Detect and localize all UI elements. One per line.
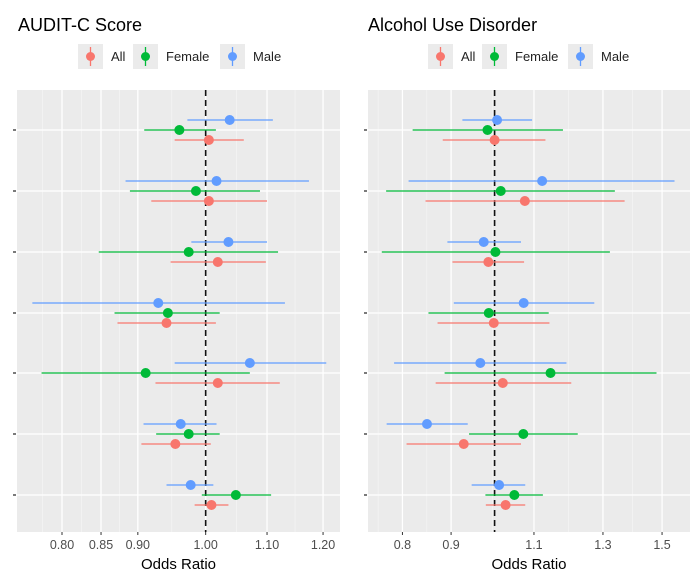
x-tick-label: 0.85 xyxy=(89,538,113,552)
estimate-point xyxy=(497,378,508,388)
series-male xyxy=(386,115,675,490)
legend-key-point xyxy=(436,52,445,61)
estimate-point xyxy=(488,318,499,328)
series-all xyxy=(117,135,280,510)
x-tick-label: 0.90 xyxy=(126,538,150,552)
estimate-point xyxy=(161,318,172,328)
estimate-point xyxy=(223,237,234,247)
estimate-point xyxy=(545,368,556,378)
x-tick-label: 1.00 xyxy=(193,538,217,552)
legend-key-point xyxy=(86,52,95,61)
estimate-point xyxy=(140,368,151,378)
series-female xyxy=(41,125,279,500)
estimate-point xyxy=(495,186,506,196)
panel-aud: Alcohol Use Disorder All Female Male 0.8 0.9 1… xyxy=(364,15,690,573)
x-tick-label: 0.8 xyxy=(394,538,411,552)
legend-key-point xyxy=(228,52,237,61)
estimate-point xyxy=(458,439,469,449)
estimate-point xyxy=(206,500,217,510)
estimate-point xyxy=(203,135,214,145)
legend-label: All xyxy=(461,49,476,64)
estimate-point xyxy=(537,176,548,186)
legend-item-all: All xyxy=(428,44,476,69)
chart-title: Alcohol Use Disorder xyxy=(368,15,537,35)
plot-panel xyxy=(368,90,690,532)
estimate-point xyxy=(212,257,223,267)
estimate-point xyxy=(500,500,511,510)
estimate-point xyxy=(203,196,214,206)
estimate-point xyxy=(489,135,500,145)
legend-item-female: Female xyxy=(482,44,558,69)
x-tick-label: 1.20 xyxy=(311,538,335,552)
estimate-point xyxy=(224,115,235,125)
estimate-point xyxy=(212,378,223,388)
estimate-point xyxy=(490,247,501,257)
estimate-point xyxy=(421,419,432,429)
legend-key-point xyxy=(141,52,150,61)
estimate-point xyxy=(492,115,503,125)
legend-item-all: All xyxy=(78,44,126,69)
estimate-point xyxy=(483,308,494,318)
x-tick-label: 1.10 xyxy=(255,538,279,552)
x-axis-label: Odds Ratio xyxy=(491,556,566,573)
legend-item-female: Female xyxy=(133,44,209,69)
x-tick-label: 1.1 xyxy=(525,538,542,552)
legend-label: Female xyxy=(515,49,558,64)
legend-key-point xyxy=(490,52,499,61)
chart-title: AUDIT-C Score xyxy=(18,15,142,35)
estimate-point xyxy=(153,298,164,308)
legend-label: Male xyxy=(601,49,629,64)
estimate-point xyxy=(519,196,530,206)
estimate-point xyxy=(183,429,194,439)
legend-label: Female xyxy=(166,49,209,64)
x-tick-label: 1.3 xyxy=(594,538,611,552)
estimate-point xyxy=(509,490,520,500)
estimate-point xyxy=(162,308,173,318)
estimate-point xyxy=(230,490,241,500)
legend-item-male: Male xyxy=(568,44,629,69)
estimate-point xyxy=(170,439,181,449)
estimate-point xyxy=(483,257,494,267)
legend-item-male: Male xyxy=(220,44,281,69)
legend-label: Male xyxy=(253,49,281,64)
x-tick-label: 1.5 xyxy=(653,538,670,552)
panel-audit-c: AUDIT-C Score All Female Male 0.80 0.85 0.90 1.… xyxy=(13,15,340,573)
legend-label: All xyxy=(111,49,126,64)
estimate-point xyxy=(185,480,196,490)
legend-key-point xyxy=(576,52,585,61)
estimate-point xyxy=(244,358,255,368)
estimate-point xyxy=(482,125,493,135)
estimate-point xyxy=(175,419,186,429)
estimate-point xyxy=(174,125,185,135)
estimate-point xyxy=(211,176,222,186)
estimate-point xyxy=(478,237,489,247)
series-male xyxy=(32,115,327,490)
estimate-point xyxy=(183,247,194,257)
x-tick-label: 0.80 xyxy=(50,538,74,552)
x-axis-label: Odds Ratio xyxy=(141,556,216,573)
estimate-point xyxy=(190,186,201,196)
series-all xyxy=(406,135,625,510)
estimate-point xyxy=(494,480,505,490)
estimate-point xyxy=(475,358,486,368)
x-tick-label: 0.9 xyxy=(442,538,459,552)
estimate-point xyxy=(518,429,529,439)
estimate-point xyxy=(518,298,529,308)
series-female xyxy=(381,125,657,500)
plot-panel xyxy=(17,90,340,532)
